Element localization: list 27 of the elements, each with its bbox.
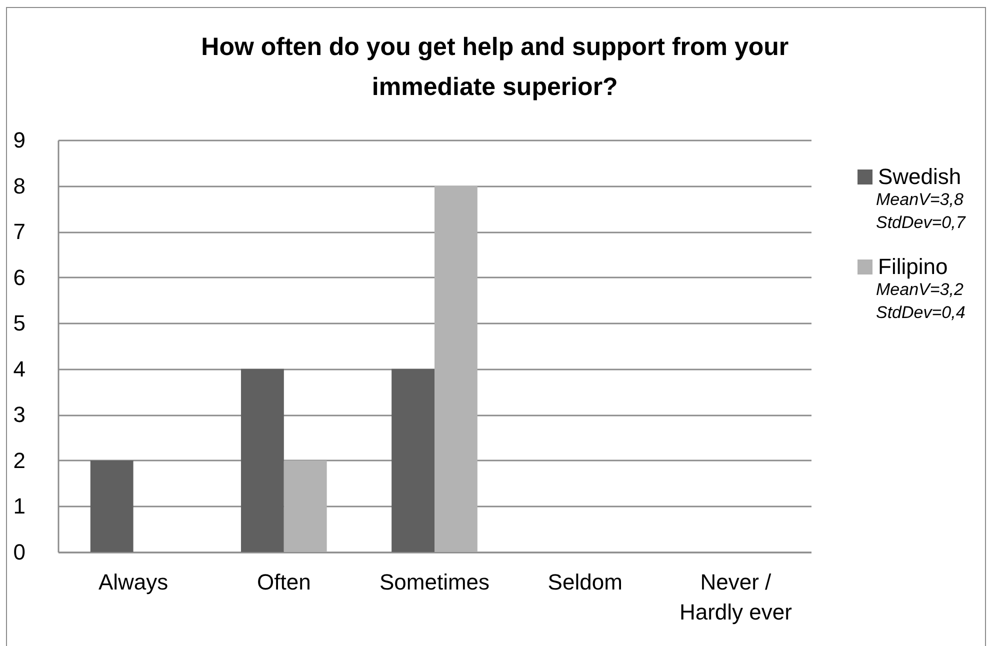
text: MeanV=3,2 bbox=[876, 280, 964, 299]
x-tick-label: Never / Hardly ever bbox=[679, 570, 792, 624]
bar bbox=[434, 186, 478, 552]
y-tick-label: 9 bbox=[13, 128, 26, 152]
y-tick-label: 1 bbox=[13, 494, 26, 519]
legend-label: Filipino bbox=[878, 254, 948, 279]
y-tick-label: 8 bbox=[13, 173, 26, 198]
legend-label: Swedish bbox=[878, 164, 962, 189]
y-tick-label: 3 bbox=[13, 402, 26, 428]
text: MeanV=3,8 bbox=[876, 190, 964, 209]
x-tick-label: Often bbox=[256, 570, 311, 594]
y-tick-label: 6 bbox=[13, 264, 26, 290]
chart-title: How often do you get help and support from your immediate superior? bbox=[201, 33, 789, 101]
y-tick-label: 4 bbox=[13, 356, 26, 382]
bar bbox=[392, 368, 434, 552]
y-tick-label: 5 bbox=[13, 310, 26, 336]
x-tick-label: Seldom bbox=[548, 570, 622, 594]
x-tick-label: Sometimes bbox=[379, 570, 490, 594]
y-tick-label: 0 bbox=[13, 540, 26, 564]
y-tick-label: 7 bbox=[13, 219, 26, 244]
bar bbox=[240, 368, 284, 552]
y-tick-label: 2 bbox=[13, 448, 26, 473]
bar bbox=[284, 460, 327, 552]
x-tick-label: Always bbox=[98, 570, 168, 594]
text: StdDev=0,4 bbox=[876, 303, 966, 322]
text: StdDev=0,7 bbox=[876, 213, 966, 232]
bar bbox=[90, 460, 134, 552]
